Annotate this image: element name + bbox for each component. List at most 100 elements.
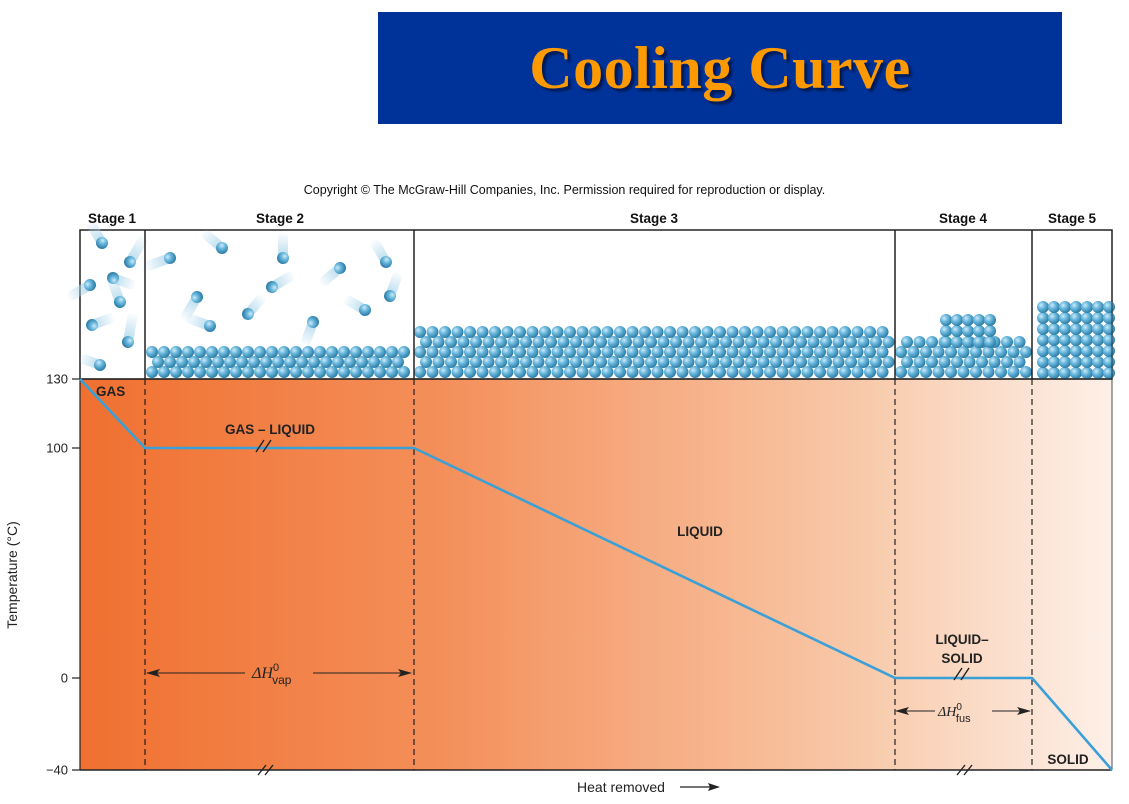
particle [1059,312,1071,324]
particle [720,336,732,348]
particle [520,336,532,348]
particle [726,366,739,378]
label-solid: SOLID [1047,752,1089,767]
particle [782,336,795,348]
particle [290,366,302,378]
gas-particle-trail [277,232,289,264]
particle [1092,345,1104,357]
particle [614,366,626,378]
particle [1081,312,1093,324]
label-liquid: LIQUID [677,524,723,539]
particle [482,336,495,348]
particle [626,326,639,338]
particle [368,356,380,368]
particle [895,346,907,358]
gas-particle-trail [384,271,403,302]
stage-dividers [80,230,1113,770]
y-tick-label-1: 100 [46,441,68,456]
particle [601,326,614,338]
particle [1092,301,1104,313]
particle [464,346,476,358]
particle [776,366,789,378]
particle [789,366,801,378]
particle [739,346,751,358]
particle [526,326,539,338]
particle [1013,356,1026,368]
particle [326,366,338,378]
particle [714,366,726,378]
particle [489,326,501,338]
particle [614,326,626,338]
particle [757,336,770,348]
particle [701,366,714,378]
vap-sub: vap [272,673,292,687]
gas-particle-trail [107,272,136,290]
particle [589,326,601,338]
particle [695,336,707,348]
particle [876,346,889,358]
particle [876,326,889,338]
particle [284,356,296,368]
gas-particle-trail [79,354,106,371]
particle [526,346,539,358]
particle [639,346,651,358]
particle [507,356,520,368]
particle [982,346,995,358]
particle [266,366,278,378]
particle [1103,345,1115,357]
particle [564,346,576,358]
particle [539,366,551,378]
particle [745,356,757,368]
particle [464,366,476,378]
particle [726,346,739,358]
particle [1037,334,1049,346]
particle [374,346,386,358]
particle [664,366,676,378]
particle [839,346,851,358]
title-banner: Cooling Curve [378,12,1062,124]
particle [595,336,607,348]
particle [206,346,218,358]
particle [707,356,720,368]
curve-break-marks [255,439,970,681]
particle [501,346,514,358]
particle [539,326,551,338]
y-tick-label-0: 130 [46,372,68,387]
particle [670,356,682,368]
particle [170,366,182,378]
particle [926,336,938,348]
particle [801,326,814,338]
particle [907,346,920,358]
particle [470,336,482,348]
fus-sub: fus [956,713,971,725]
particle [1037,367,1049,379]
particle [820,336,832,348]
particle [970,366,982,378]
particle [620,336,632,348]
particle [278,346,290,358]
particle [164,356,176,368]
particle [272,356,284,368]
gas-particle-trail [343,295,371,316]
particle [582,356,595,368]
particle [657,336,670,348]
particle [951,325,963,337]
particle [206,366,218,378]
particle [751,366,764,378]
particle [940,336,952,348]
gas-particle-trail [124,235,148,268]
particle [501,326,514,338]
particle [857,336,870,348]
particle [242,346,254,358]
particle [962,314,974,326]
particle [302,346,314,358]
gas-particle-trail [66,279,96,301]
particle [1081,301,1093,313]
particle [476,346,489,358]
particle [801,366,814,378]
fus-sup: 0 [956,702,962,713]
particle [970,346,982,358]
particle [676,346,689,358]
particle [607,336,620,348]
